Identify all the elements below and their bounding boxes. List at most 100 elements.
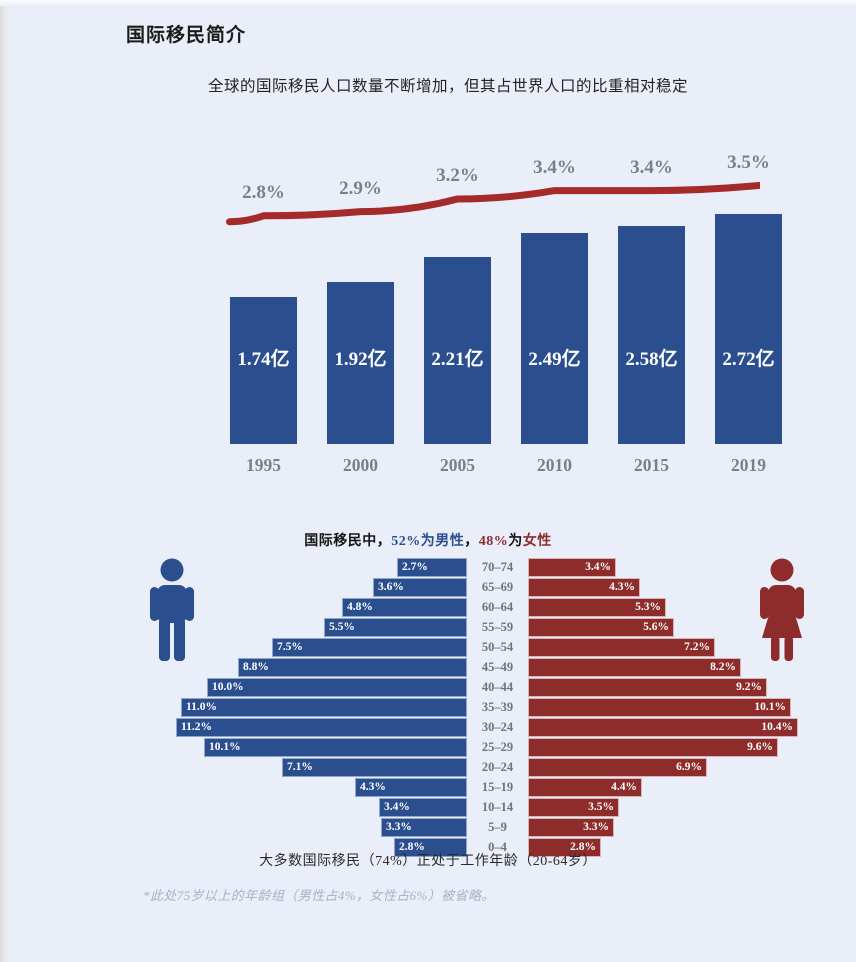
male-bar-value-label: 2.7% — [402, 561, 428, 573]
pyramid-row-male-side: 3.6% — [373, 578, 467, 597]
female-bar-value-label: 8.2% — [710, 661, 736, 673]
pyramid-row: 2.7% 70–74 3.4% — [0, 558, 856, 577]
female-share-value: 48% — [478, 534, 509, 549]
bar-value-label: 2.58亿 — [625, 349, 678, 370]
female-bar-65–69: 4.3% — [528, 578, 640, 597]
male-bar-value-label: 3.6% — [378, 581, 404, 593]
female-bar-value-label: 3.5% — [588, 801, 614, 813]
page-top-edge — [0, 0, 856, 6]
male-share-word: 为男性 — [420, 534, 465, 549]
pyramid-row: 4.3% 15–19 4.4% — [0, 778, 856, 797]
male-bar-value-label: 11.2% — [181, 721, 212, 733]
pyramid-row-male-side: 5.5% — [324, 618, 467, 637]
pyramid-row-female-side: 5.3% — [528, 598, 666, 617]
pyramid-rows: 2.7% 70–74 3.4% 3.6% 65–69 4.3% 4.8% 60–64 5.3% 5… — [0, 558, 856, 858]
male-bar-60–64: 4.8% — [342, 598, 467, 617]
male-figure-icon — [148, 558, 196, 667]
age-group-label: 50–54 — [481, 640, 514, 654]
pyramid-row: 2.8% 0–4 2.8% — [0, 838, 856, 857]
male-bar-0–4: 2.8% — [394, 838, 467, 857]
male-bar-value-label: 4.8% — [347, 601, 373, 613]
female-bar-15–19: 4.4% — [528, 778, 642, 797]
male-bar-value-label: 10.0% — [212, 681, 244, 693]
male-bar-value-label: 7.1% — [287, 761, 313, 773]
age-group-label: 40–44 — [481, 680, 514, 694]
bar-year-label: 2015 — [634, 455, 669, 475]
male-bar-value-label: 4.3% — [360, 781, 386, 793]
male-bar-value-label: 3.3% — [386, 821, 412, 833]
bar-value-label: 2.49亿 — [528, 349, 581, 370]
pyramid-row: 11.0% 35–39 10.1% — [0, 698, 856, 717]
pyramid-row-male-side: 4.3% — [355, 778, 467, 797]
male-bar-value-label: 2.8% — [399, 841, 425, 853]
pyramid-row: 3.3% 5–9 3.3% — [0, 818, 856, 837]
bar-value-label: 1.92亿 — [334, 349, 387, 370]
share-percent-label: 3.2% — [436, 165, 479, 186]
female-bar-value-label: 4.3% — [609, 581, 635, 593]
female-bar-value-label: 10.1% — [754, 701, 786, 713]
female-share-word: 女性 — [522, 534, 552, 549]
female-bar-25–29: 9.6% — [528, 738, 778, 757]
pyramid-row: 7.5% 50–54 7.2% — [0, 638, 856, 657]
pyramid-row-male-side: 10.1% — [204, 738, 467, 757]
pyramid-row-female-side: 2.8% — [528, 838, 601, 857]
female-figure-icon — [758, 558, 806, 667]
male-bar-15–19: 4.3% — [355, 778, 467, 797]
pyramid-row-male-side: 11.0% — [181, 698, 467, 717]
share-percent-label: 3.5% — [727, 152, 770, 174]
bar-year-label: 2000 — [343, 455, 378, 475]
male-bar-value-label: 10.1% — [209, 741, 241, 753]
female-bar-10–14: 3.5% — [528, 798, 619, 817]
bar-2000: 1.92亿 — [327, 282, 394, 444]
female-bar-30–24: 10.4% — [528, 718, 798, 737]
bar-year-label: 2010 — [537, 455, 572, 475]
age-group-label: 20–24 — [481, 760, 514, 774]
page-subtitle: 全球的国际移民人口数量不断增加，但其占世界人口的比重相对稳定 — [208, 78, 689, 95]
pyramid-row-male-side: 4.8% — [342, 598, 467, 617]
male-bar-value-label: 8.8% — [243, 661, 269, 673]
male-bar-value-label: 3.4% — [384, 801, 410, 813]
age-group-label: 70–74 — [481, 560, 514, 574]
bar-2019: 2.72亿 — [715, 214, 782, 444]
pyramid-row: 3.6% 65–69 4.3% — [0, 578, 856, 597]
male-bar-25–29: 10.1% — [204, 738, 467, 757]
age-group-label: 55–59 — [481, 620, 514, 634]
pyramid-row-female-side: 4.4% — [528, 778, 642, 797]
pyramid-row: 11.2% 30–24 10.4% — [0, 718, 856, 737]
share-percent-label: 3.4% — [630, 156, 673, 178]
pyramid-row: 8.8% 45–49 8.2% — [0, 658, 856, 677]
bar-value-label: 2.72亿 — [722, 349, 775, 370]
female-bar-value-label: 9.6% — [747, 741, 773, 753]
pyramid-row-male-side: 2.8% — [394, 838, 467, 857]
bar-2010: 2.49亿 — [521, 233, 588, 444]
pyramid-row-female-side: 4.3% — [528, 578, 640, 597]
female-bar-value-label: 6.9% — [676, 761, 702, 773]
pyramid-row-male-side: 2.7% — [397, 558, 467, 577]
male-bar-45–49: 8.8% — [238, 658, 467, 677]
female-bar-value-label: 7.2% — [684, 641, 710, 653]
pyramid-row-female-side: 5.6% — [528, 618, 674, 637]
bar-value-label: 2.21亿 — [431, 349, 484, 370]
male-bar-50–54: 7.5% — [272, 638, 467, 657]
female-bar-value-label: 3.4% — [585, 561, 611, 573]
pyramid-row-male-side: 7.1% — [282, 758, 467, 777]
pyramid-row: 10.1% 25–29 9.6% — [0, 738, 856, 757]
migrant-stock-bar-chart: 1.74亿 1995 1.92亿 2000 2.21亿 2005 2.49亿 2010 2.58… — [196, 120, 782, 480]
age-group-label: 5–9 — [488, 820, 507, 834]
pyramid-row-female-side: 6.9% — [528, 758, 707, 777]
migrant-age-sex-pyramid: 国际移民中，52%为男性，48%为女性 2.7 — [0, 520, 856, 880]
bar-year-label: 2019 — [731, 455, 766, 475]
bar-year-label: 2005 — [440, 455, 475, 475]
female-bar-50–54: 7.2% — [528, 638, 715, 657]
pyramid-row-male-side: 3.4% — [379, 798, 467, 817]
pyramid-row-female-side: 9.6% — [528, 738, 778, 757]
male-bar-70–74: 2.7% — [397, 558, 467, 577]
pyramid-row: 3.4% 10–14 3.5% — [0, 798, 856, 817]
pyramid-row-female-side: 7.2% — [528, 638, 715, 657]
pyramid-row-female-side: 10.1% — [528, 698, 791, 717]
female-bar-value-label: 10.4% — [761, 721, 793, 733]
male-share-value: 52% — [391, 534, 421, 549]
age-group-label: 45–49 — [481, 660, 514, 674]
female-bar-value-label: 9.2% — [736, 681, 762, 693]
pyramid-row: 5.5% 55–59 5.6% — [0, 618, 856, 637]
